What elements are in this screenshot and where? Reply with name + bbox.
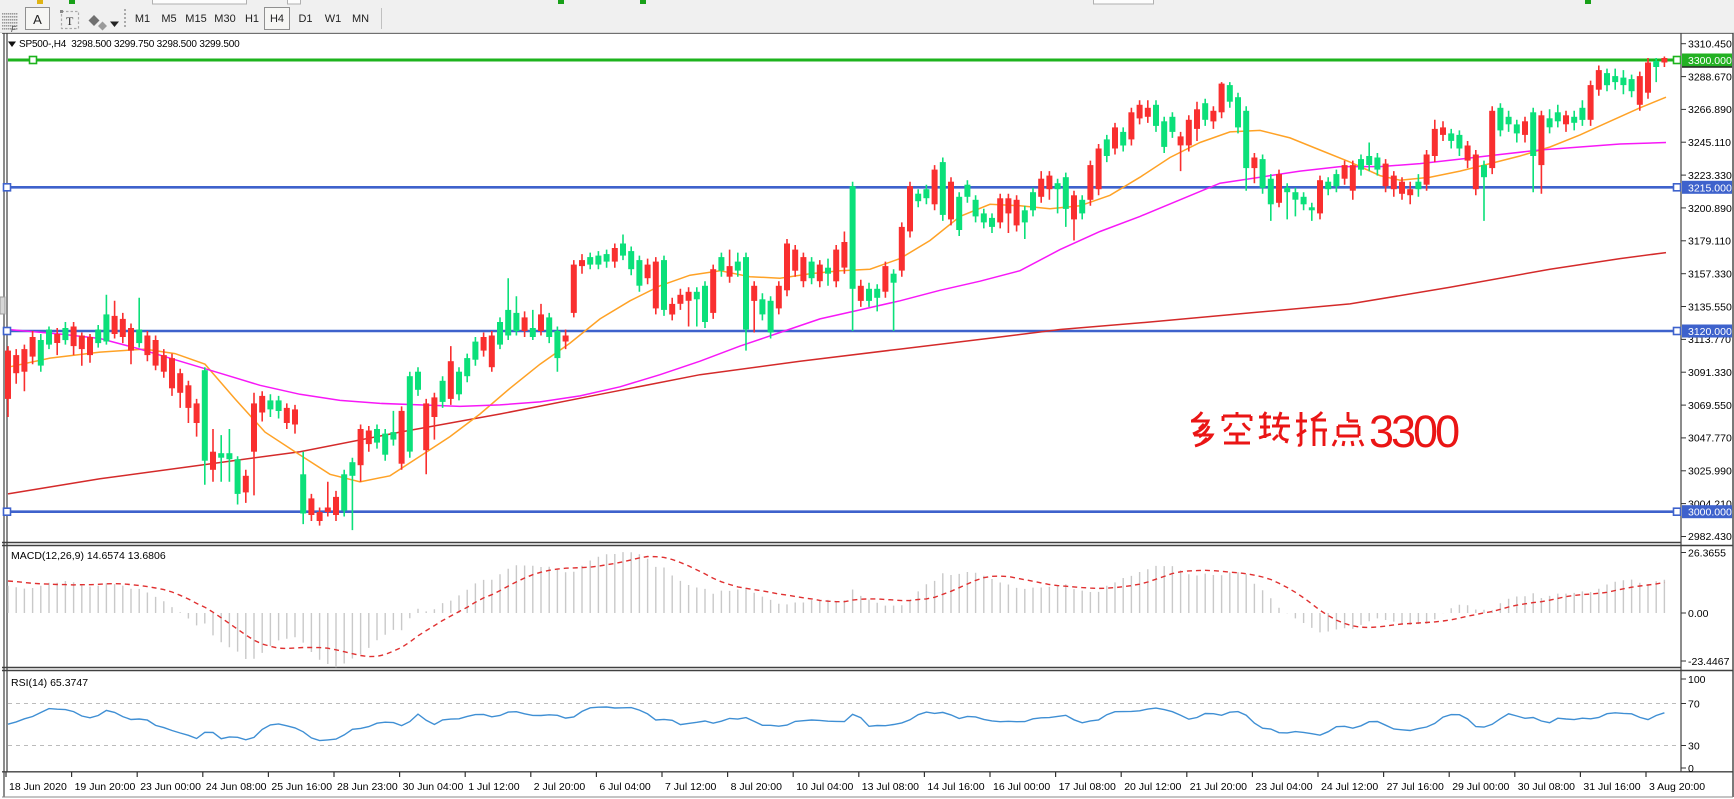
svg-text:0: 0 xyxy=(1688,763,1694,775)
svg-text:SP500-,H4 3298.500 3299.750 3: SP500-,H4 3298.500 3299.750 3298.500 329… xyxy=(19,39,240,50)
svg-text:70: 70 xyxy=(1688,698,1700,710)
svg-text:3300: 3300 xyxy=(1369,406,1459,457)
svg-text:3069.550: 3069.550 xyxy=(1688,400,1732,412)
svg-text:14 Jul 16:00: 14 Jul 16:00 xyxy=(927,781,984,793)
svg-text:100: 100 xyxy=(1688,674,1706,686)
svg-text:T: T xyxy=(66,14,74,28)
svg-text:3300.000: 3300.000 xyxy=(1688,55,1732,67)
svg-text:2 Jul 20:00: 2 Jul 20:00 xyxy=(534,781,586,793)
svg-text:3157.330: 3157.330 xyxy=(1688,269,1732,281)
svg-text:3310.450: 3310.450 xyxy=(1688,39,1732,51)
svg-text:-23.4467: -23.4467 xyxy=(1688,656,1730,668)
svg-text:27 Jul 16:00: 27 Jul 16:00 xyxy=(1387,781,1444,793)
svg-text:3120.000: 3120.000 xyxy=(1688,326,1732,338)
svg-text:3091.330: 3091.330 xyxy=(1688,367,1732,379)
svg-text:2982.430: 2982.430 xyxy=(1688,531,1732,543)
svg-text:28 Jun 23:00: 28 Jun 23:00 xyxy=(337,781,398,793)
svg-text:30 Jul 08:00: 30 Jul 08:00 xyxy=(1518,781,1575,793)
svg-text:25 Jun 16:00: 25 Jun 16:00 xyxy=(271,781,332,793)
svg-text:3000.000: 3000.000 xyxy=(1688,507,1732,519)
svg-text:23 Jul 04:00: 23 Jul 04:00 xyxy=(1255,781,1312,793)
svg-text:3215.000: 3215.000 xyxy=(1688,182,1732,194)
svg-text:29 Jul 00:00: 29 Jul 00:00 xyxy=(1452,781,1509,793)
svg-text:30 Jun 04:00: 30 Jun 04:00 xyxy=(403,781,464,793)
svg-text:6 Jul 04:00: 6 Jul 04:00 xyxy=(599,781,651,793)
svg-text:3200.890: 3200.890 xyxy=(1688,203,1732,215)
svg-text:31 Jul 16:00: 31 Jul 16:00 xyxy=(1583,781,1640,793)
svg-text:3223.330: 3223.330 xyxy=(1688,170,1732,182)
svg-text:16 Jul 00:00: 16 Jul 00:00 xyxy=(993,781,1050,793)
svg-text:0.00: 0.00 xyxy=(1688,608,1709,620)
svg-text:MACD(12,26,9) 14.6574 13.6806: MACD(12,26,9) 14.6574 13.6806 xyxy=(11,550,166,562)
svg-text:30: 30 xyxy=(1688,740,1700,752)
svg-text:3245.110: 3245.110 xyxy=(1688,137,1731,149)
svg-text:17 Jul 08:00: 17 Jul 08:00 xyxy=(1059,781,1116,793)
svg-text:21 Jul 20:00: 21 Jul 20:00 xyxy=(1190,781,1247,793)
svg-text:20 Jul 12:00: 20 Jul 12:00 xyxy=(1124,781,1181,793)
svg-text:10 Jul 04:00: 10 Jul 04:00 xyxy=(796,781,853,793)
svg-text:3047.770: 3047.770 xyxy=(1688,433,1732,445)
svg-text:23 Jun 00:00: 23 Jun 00:00 xyxy=(140,781,201,793)
svg-text:24 Jul 12:00: 24 Jul 12:00 xyxy=(1321,781,1378,793)
svg-text:1 Jul 12:00: 1 Jul 12:00 xyxy=(468,781,520,793)
svg-text:F: F xyxy=(11,25,17,33)
svg-text:3025.990: 3025.990 xyxy=(1688,466,1732,478)
svg-text:19 Jun 20:00: 19 Jun 20:00 xyxy=(75,781,136,793)
svg-text:3135.550: 3135.550 xyxy=(1688,301,1732,313)
svg-text:13 Jul 08:00: 13 Jul 08:00 xyxy=(862,781,919,793)
svg-text:18 Jun 2020: 18 Jun 2020 xyxy=(9,781,67,793)
svg-text:3 Aug 20:00: 3 Aug 20:00 xyxy=(1649,781,1705,793)
svg-text:3179.110: 3179.110 xyxy=(1688,236,1731,248)
svg-text:26.3655: 26.3655 xyxy=(1688,547,1726,559)
svg-text:8 Jul 20:00: 8 Jul 20:00 xyxy=(731,781,783,793)
svg-text:3288.670: 3288.670 xyxy=(1688,71,1732,83)
svg-text:RSI(14) 65.3747: RSI(14) 65.3747 xyxy=(11,677,88,689)
svg-text:3266.890: 3266.890 xyxy=(1688,104,1732,116)
svg-text:7 Jul 12:00: 7 Jul 12:00 xyxy=(665,781,717,793)
svg-text:24 Jun 08:00: 24 Jun 08:00 xyxy=(206,781,267,793)
